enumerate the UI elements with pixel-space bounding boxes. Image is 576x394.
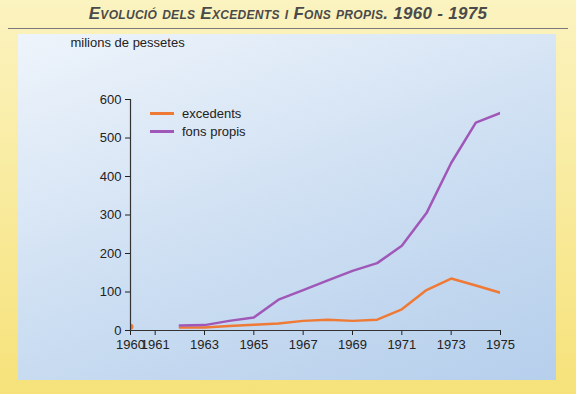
svg-text:1969: 1969 [338,337,367,352]
html-text:fons propis: fons propis [182,123,246,139]
svg-text:1973: 1973 [437,337,466,352]
svg-text:1961: 1961 [141,337,170,352]
svg-text:100: 100 [100,284,122,299]
svg-text:milions de pessetes: milions de pessetes [71,35,186,50]
svg-text:300: 300 [100,207,122,222]
svg-text:400: 400 [100,169,122,184]
svg-text:1963: 1963 [190,337,219,352]
svg-text:200: 200 [100,246,122,261]
svg-text:500: 500 [100,130,122,145]
svg-text:1975: 1975 [486,337,515,352]
html-text:Evolució dels Excedents i Fons: Evolució dels Excedents i Fons propis. 1… [88,4,488,23]
svg-text:600: 600 [100,92,122,107]
svg-text:0: 0 [114,323,121,338]
svg-text:1967: 1967 [289,337,318,352]
html-text:excedents: excedents [182,105,242,121]
svg-text:1971: 1971 [387,337,416,352]
svg-text:1960: 1960 [116,336,145,352]
svg-text:1965: 1965 [239,337,268,352]
